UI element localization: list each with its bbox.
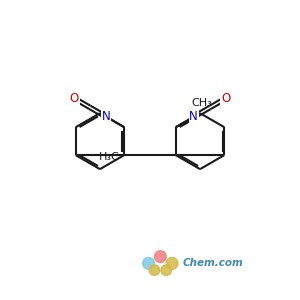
Text: N: N [102, 110, 111, 123]
Text: H₃C: H₃C [99, 152, 120, 162]
Text: O: O [221, 92, 230, 105]
Circle shape [154, 251, 166, 262]
Text: N: N [189, 110, 198, 123]
Text: O: O [70, 92, 79, 105]
Text: Chem.com: Chem.com [182, 258, 243, 268]
Circle shape [142, 257, 154, 269]
Circle shape [166, 257, 178, 269]
Circle shape [149, 265, 160, 275]
Text: CH₃: CH₃ [191, 98, 212, 108]
Circle shape [161, 265, 172, 275]
